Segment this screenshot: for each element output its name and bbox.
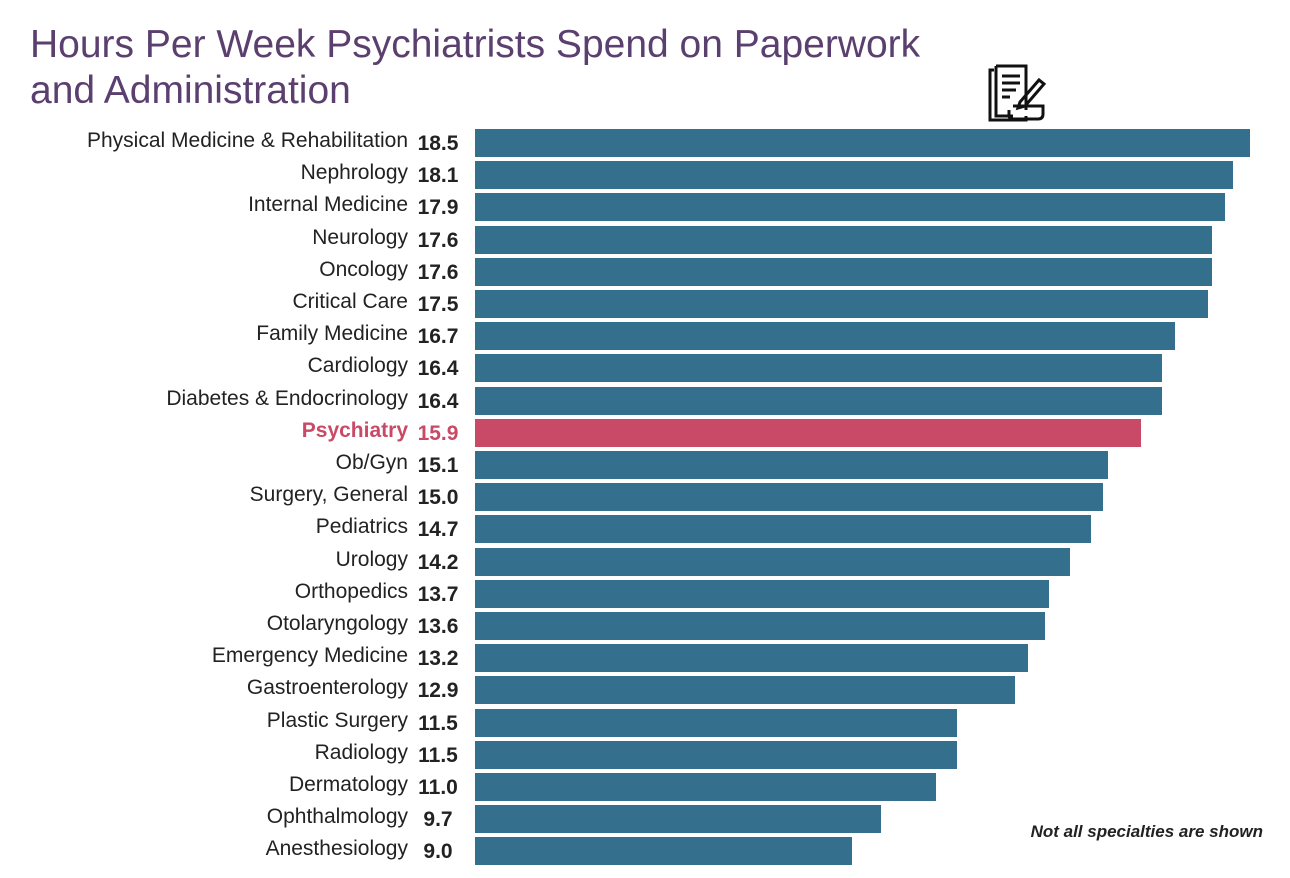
category-label: Otolaryngology — [266, 612, 408, 635]
category-label: Diabetes & Endocrinology — [166, 386, 408, 410]
value-label: 13.7 — [417, 582, 459, 606]
bar — [475, 515, 1091, 544]
bar — [475, 579, 1049, 608]
value-label: 15.9 — [417, 421, 459, 445]
category-label: Plastic Surgery — [266, 708, 408, 732]
value-label: 17.9 — [417, 196, 459, 220]
footnote: Not all specialties are shown — [1030, 822, 1263, 841]
bar — [475, 161, 1234, 190]
chart-title: Hours Per Week Psychiatrists Spend on Pa… — [30, 23, 921, 112]
value-label: 15.0 — [417, 486, 459, 510]
category-label: Urology — [335, 547, 408, 571]
category-label: Radiology — [314, 740, 408, 764]
bar — [475, 451, 1108, 479]
category-label: Emergency Medicine — [211, 644, 408, 668]
bar — [475, 322, 1175, 351]
value-label: 18.1 — [417, 164, 459, 188]
value-label: 18.5 — [417, 132, 459, 155]
value-label: 12.9 — [417, 679, 459, 703]
value-label: 9.0 — [423, 840, 453, 864]
category-label: Internal Medicine — [248, 193, 408, 217]
bar — [475, 547, 1070, 576]
bar — [475, 676, 1016, 705]
bar-highlighted — [475, 418, 1142, 447]
value-label: 11.5 — [418, 711, 458, 735]
value-label: 16.4 — [417, 389, 459, 413]
bar — [475, 386, 1163, 415]
bar — [475, 354, 1163, 383]
category-label: Nephrology — [300, 161, 408, 185]
category-label: Cardiology — [307, 354, 408, 378]
bar — [475, 225, 1213, 254]
bar — [475, 483, 1104, 512]
value-label: 11.0 — [418, 776, 458, 799]
bar — [475, 837, 853, 866]
bar — [475, 129, 1250, 157]
category-label: Gastroenterology — [246, 676, 408, 700]
category-label: Surgery, General — [249, 483, 408, 507]
category-label: Anesthesiology — [265, 837, 408, 861]
bar — [475, 612, 1045, 640]
value-label: 15.1 — [417, 454, 459, 477]
bar — [475, 805, 882, 834]
category-label: Orthopedics — [294, 579, 408, 603]
paperwork-document-pencil-icon — [988, 64, 1047, 122]
category-label: Pediatrics — [315, 515, 408, 539]
bar — [475, 644, 1028, 673]
value-label: 13.2 — [417, 647, 459, 671]
value-label: 9.7 — [423, 808, 453, 832]
category-label: Ophthalmology — [266, 805, 408, 829]
category-label: Dermatology — [288, 773, 408, 796]
bar — [475, 740, 957, 769]
value-label: 17.6 — [417, 228, 459, 252]
value-label: 16.7 — [417, 325, 459, 349]
category-label: Psychiatry — [301, 418, 408, 442]
value-label: 14.7 — [417, 518, 459, 542]
category-label: Critical Care — [292, 290, 408, 313]
value-label: 17.6 — [417, 260, 459, 284]
value-label: 16.4 — [417, 357, 459, 381]
value-label: 13.6 — [417, 615, 459, 638]
category-label: Physical Medicine & Rehabilitation — [87, 129, 408, 152]
value-label: 17.5 — [417, 293, 459, 316]
bar — [475, 193, 1225, 222]
bar — [475, 773, 936, 801]
category-label: Ob/Gyn — [335, 451, 408, 474]
bar — [475, 708, 957, 737]
category-label: Neurology — [312, 225, 408, 249]
bar — [475, 290, 1209, 318]
bar — [475, 257, 1213, 286]
category-label: Oncology — [319, 257, 408, 281]
value-label: 11.5 — [418, 743, 458, 767]
category-label: Family Medicine — [256, 322, 408, 346]
value-label: 14.2 — [417, 550, 459, 574]
